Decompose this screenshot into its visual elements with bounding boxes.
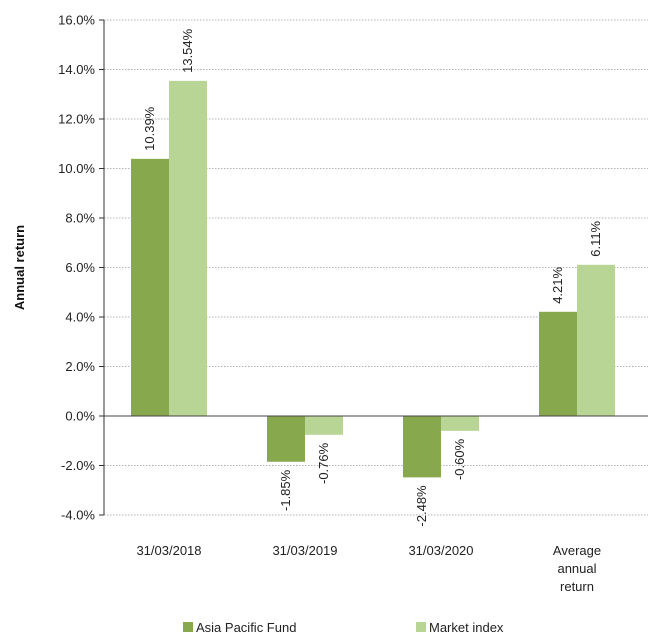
data-label: 13.54%: [180, 28, 195, 73]
data-label: -0.76%: [316, 442, 331, 484]
bar: [441, 416, 479, 431]
x-tick-label: 31/03/2018: [136, 543, 201, 558]
y-tick-label: -2.0%: [61, 458, 95, 473]
data-labels: 10.39% 13.54% -1.85% -0.76% -2.48% -0.60% 4.21…: [142, 28, 603, 526]
legend: Asia Pacific Fund Market index: [183, 620, 504, 635]
y-axis-title: Annual return: [12, 225, 27, 310]
data-label: -2.48%: [414, 485, 429, 527]
y-tick-label: -4.0%: [61, 508, 95, 523]
legend-swatch: [183, 622, 193, 632]
x-tick-label: Average annual return: [553, 543, 601, 594]
legend-label: Asia Pacific Fund: [196, 620, 296, 635]
data-label: 6.11%: [588, 220, 603, 256]
y-tick-label: 4.0%: [65, 310, 95, 325]
legend-label: Market index: [429, 620, 504, 635]
bar: [131, 158, 169, 416]
y-tick-label: 10.0%: [58, 161, 95, 176]
bar: [305, 416, 343, 435]
y-tick-label: 12.0%: [58, 112, 95, 127]
x-tick-label: 31/03/2020: [408, 543, 473, 558]
y-tick-label: 0.0%: [65, 409, 95, 424]
bar: [169, 80, 207, 416]
y-tick-label: 16.0%: [58, 13, 95, 28]
y-tick-label: 14.0%: [58, 62, 95, 77]
y-tick-label: 2.0%: [65, 359, 95, 374]
data-label: -0.60%: [452, 438, 467, 480]
x-tick-label: 31/03/2019: [272, 543, 337, 558]
bar: [267, 416, 305, 462]
data-label: -1.85%: [278, 469, 293, 511]
legend-swatch: [416, 622, 426, 632]
y-tick-label: 8.0%: [65, 211, 95, 226]
bar: [403, 416, 441, 478]
data-label: 10.39%: [142, 106, 157, 151]
data-label: 4.21%: [550, 267, 565, 304]
axes: -4.0% -2.0% 0.0% 2.0% 4.0% 6.0% 8.0% 10.0% 12.0%…: [58, 13, 648, 594]
y-tick-label: 6.0%: [65, 260, 95, 275]
bar: [577, 264, 615, 416]
bar: [539, 311, 577, 416]
bars: [131, 80, 615, 478]
